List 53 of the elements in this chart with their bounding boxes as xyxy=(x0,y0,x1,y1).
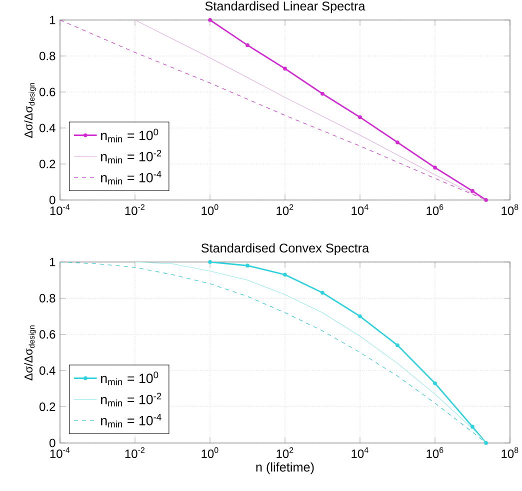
x-tick-label: 10$^{2}$ xyxy=(276,204,294,216)
x-tick-label: 10$^{-4}$ xyxy=(50,447,70,458)
legend-label: n$_{min}$ = 10$^{0}$ xyxy=(101,128,158,142)
y-tick-label: 0.4 xyxy=(40,124,56,132)
point xyxy=(433,166,437,170)
y-axis-title: Δσ/Δσ$_{design}$ xyxy=(24,326,36,380)
chart-title: Standardised Linear Spectra xyxy=(205,1,366,14)
y-tick-label: 0.6 xyxy=(40,330,56,339)
y-tick-label: 0 xyxy=(50,438,56,448)
point xyxy=(320,290,324,295)
x-tick-label: 10$^{8}$ xyxy=(502,204,518,216)
y-tick-label: 0.8 xyxy=(40,294,56,302)
x-tick-label: 10$^{-2}$ xyxy=(125,447,145,458)
point xyxy=(470,424,474,429)
x-tick-label: 10$^{2}$ xyxy=(276,447,294,458)
y-tick-label: 1 xyxy=(50,258,56,266)
point xyxy=(433,381,437,386)
x-tick-label: 10$^{4}$ xyxy=(352,447,368,458)
y-tick-label: 0.2 xyxy=(40,402,56,412)
x-tick-label: 10$^{-4}$ xyxy=(50,204,70,215)
point xyxy=(358,115,362,120)
y-tick-label: 0.4 xyxy=(40,366,56,375)
x-axis-title: n (lifetime) xyxy=(256,462,314,474)
point xyxy=(283,272,287,277)
point xyxy=(208,260,212,264)
x-tick-label: 10$^{4}$ xyxy=(352,204,368,215)
point xyxy=(283,66,287,71)
x-tick-label: 10$^{6}$ xyxy=(426,447,444,458)
legend-label: n$_{min}$ = 10$^{-2}$ xyxy=(101,392,162,406)
y-axis-title: Δσ/Δσ$_{design}$ xyxy=(24,83,36,138)
x-tick-label: 10$^{0}$ xyxy=(202,204,218,216)
y-tick-label: 0 xyxy=(50,196,56,204)
y-tick-label: 0.6 xyxy=(40,88,56,96)
x-tick-label: 10$^{6}$ xyxy=(426,204,444,216)
y-tick-label: 1 xyxy=(50,16,56,24)
x-tick-label: 10$^{-2}$ xyxy=(125,204,145,216)
point xyxy=(396,343,400,348)
legend-label: n$_{min}$ = 10$^{-4}$ xyxy=(101,414,162,428)
legend-label: n$_{min}$ = 10$^{-2}$ xyxy=(101,150,162,164)
y-tick-label: 0.8 xyxy=(40,52,56,60)
y-tick-label: 0.2 xyxy=(40,160,56,168)
chart-title: Standardised Convex Spectra xyxy=(201,243,370,256)
legend-label: n$_{min}$ = 10$^{-4}$ xyxy=(101,170,162,184)
point xyxy=(246,43,250,48)
legend-label: n$_{min}$ = 10$^{0}$ xyxy=(101,372,158,386)
point xyxy=(396,140,400,144)
x-tick-label: 10$^{8}$ xyxy=(502,447,518,458)
x-tick-label: 10$^{0}$ xyxy=(202,447,218,458)
point xyxy=(320,92,324,96)
point xyxy=(208,18,212,22)
point xyxy=(358,314,362,318)
point xyxy=(470,189,474,193)
point xyxy=(246,264,250,268)
